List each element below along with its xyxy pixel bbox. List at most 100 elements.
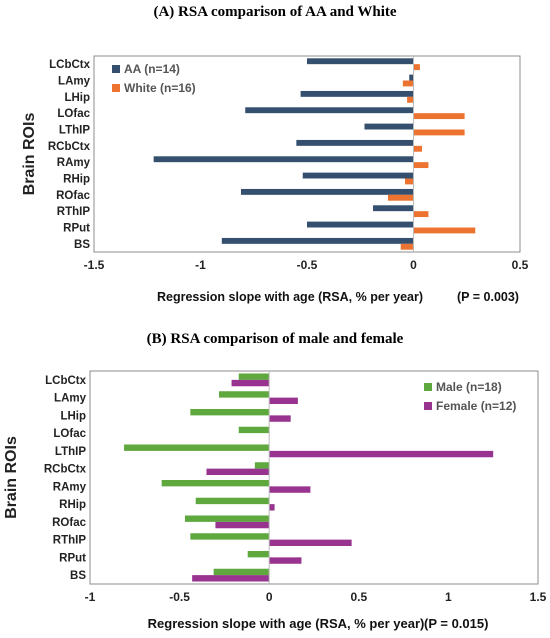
bar-male-lcbctx	[238, 373, 270, 380]
x-tick-label: 0	[410, 258, 417, 272]
tick-label-lthip: LThIP	[55, 446, 86, 458]
tick-label-rofac: ROfac	[56, 190, 90, 202]
x-tick-label: -0.5	[297, 258, 318, 272]
bar-white-lhip	[407, 96, 414, 103]
y-axis-label: Brain ROIs	[21, 113, 38, 196]
tick-label-rhip: RHip	[63, 174, 90, 186]
legend-swatch	[112, 65, 120, 73]
x-tick-label: 0	[266, 590, 273, 604]
x-axis-label: Regression slope with age (RSA, % per ye…	[148, 616, 425, 631]
tick-label-ramy: RAmy	[53, 481, 87, 493]
tick-label-lofac: LOfac	[53, 428, 86, 440]
bar-white-rthip	[413, 211, 429, 218]
bar-female-rofac	[215, 521, 270, 529]
tick-label-lthip: LThIP	[59, 125, 90, 137]
tick-label-bs: BS	[70, 570, 86, 582]
bar-aa-lamy	[409, 74, 414, 81]
legend-swatch	[112, 84, 120, 92]
bar-white-lamy	[402, 80, 414, 87]
x-axis-label: Regression slope with age (RSA, % per ye…	[157, 290, 423, 304]
bar-aa-rofac	[240, 188, 414, 195]
chart-a: LCbCtx LAmy LHip LOfac LThIP RCbCtx RAmy RHip RO…	[21, 55, 529, 304]
bar-female-lcbctx	[231, 379, 270, 387]
bar-white-rput	[413, 227, 476, 234]
bar-female-bs	[192, 575, 270, 582]
panel-b-title: (B) RSA comparison of male and female	[146, 331, 404, 347]
bar-female-lhip	[269, 415, 291, 422]
bar-aa-lofac	[245, 107, 414, 114]
tick-label-rcbctx: RCbCtx	[44, 464, 87, 476]
bar-female-rthip	[269, 539, 352, 547]
plot-area	[93, 55, 521, 253]
bar-aa-rthip	[373, 205, 414, 212]
bar-male-bs	[213, 568, 270, 576]
bar-female-lamy	[269, 397, 298, 405]
p-value-annotation: (P = 0.003)	[457, 290, 519, 304]
tick-label-lcbctx: LCbCtx	[49, 59, 90, 71]
bar-aa-rhip	[302, 172, 414, 179]
bar-white-lthip	[413, 129, 465, 136]
plot-area	[89, 370, 539, 585]
bar-male-lthip	[124, 444, 270, 451]
bar-aa-lcbctx	[307, 58, 414, 65]
legend-label: White (n=16)	[124, 81, 196, 95]
x-tick-label: -1.5	[84, 258, 105, 272]
tick-label-rcbctx: RCbCtx	[48, 141, 91, 153]
bar-aa-rcbctx	[296, 139, 414, 146]
bar-male-lamy	[219, 391, 270, 398]
bar-white-rhip	[404, 178, 414, 185]
tick-label-lofac: LOfac	[57, 108, 90, 120]
bar-aa-lhip	[300, 90, 414, 97]
panel-a-title: (A) RSA comparison of AA and White	[153, 4, 397, 20]
bar-male-rhip	[195, 497, 270, 505]
bar-female-rput	[269, 557, 302, 564]
tick-label-lamy: LAmy	[54, 393, 87, 405]
bar-white-rcbctx	[413, 145, 423, 152]
tick-label-bs: BS	[74, 239, 90, 251]
bar-female-ramy	[269, 486, 311, 493]
bar-female-rcbctx	[206, 468, 270, 476]
legend-label: Male (n=18)	[436, 380, 502, 394]
p-value-annotation: (P = 0.015)	[424, 616, 488, 631]
tick-label-lhip: LHip	[60, 410, 86, 422]
tick-label-rhip: RHip	[59, 499, 86, 511]
tick-label-ramy: RAmy	[57, 157, 91, 169]
legend-label: Female (n=12)	[436, 399, 516, 413]
tick-label-lcbctx: LCbCtx	[45, 375, 86, 387]
bar-aa-ramy	[153, 156, 414, 163]
tick-label-rput: RPut	[59, 552, 86, 564]
bar-male-rput	[247, 550, 270, 558]
tick-label-lhip: LHip	[64, 92, 90, 104]
bar-white-ramy	[413, 162, 429, 169]
legend-swatch	[424, 402, 432, 410]
bar-white-lcbctx	[413, 64, 420, 71]
bar-aa-lthip	[364, 123, 414, 130]
bar-female-rhip	[269, 504, 275, 511]
x-tick-label: 1.5	[530, 590, 547, 604]
bar-male-lhip	[190, 408, 270, 416]
legend-label: AA (n=14)	[124, 62, 180, 76]
x-tick-label: 0.5	[350, 590, 367, 604]
x-tick-label: -1	[195, 258, 206, 272]
chart-b: LCbCtx LAmy LHip LOfac LThIP RCbCtx RAmy RHip RO…	[3, 370, 547, 631]
x-tick-label: -1	[85, 590, 96, 604]
bar-female-lthip	[269, 450, 494, 458]
bar-white-rofac	[387, 194, 414, 201]
tick-label-rthip: RThIP	[53, 535, 87, 547]
y-axis-label: Brain ROIs	[3, 436, 20, 519]
tick-label-rofac: ROfac	[52, 517, 86, 529]
x-tick-label: 0.5	[512, 258, 529, 272]
bar-aa-bs	[221, 237, 414, 244]
legend-swatch	[424, 383, 432, 391]
bar-male-rcbctx	[254, 462, 270, 469]
bar-white-lofac	[413, 113, 465, 120]
tick-label-rput: RPut	[63, 223, 90, 235]
tick-label-rthip: RThIP	[57, 206, 91, 218]
bar-male-lofac	[238, 426, 270, 434]
bar-white-bs	[400, 243, 414, 250]
bar-male-ramy	[161, 479, 270, 487]
bar-male-rthip	[190, 533, 270, 540]
x-tick-label: -0.5	[169, 590, 190, 604]
bar-male-rofac	[184, 515, 270, 522]
bar-aa-rput	[307, 221, 414, 228]
